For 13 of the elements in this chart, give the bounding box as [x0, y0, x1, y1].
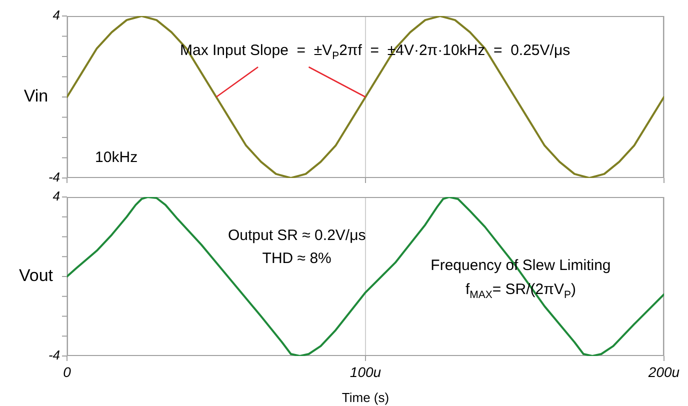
y-tick-label: 4 [52, 8, 60, 23]
x-tick-label: 100u [350, 364, 382, 380]
y-tick-label: 4 [52, 188, 60, 204]
y-axis-title: Vout [18, 266, 54, 286]
annotation: THD ≈ 8% [262, 250, 332, 267]
annotation: 10kHz [95, 149, 138, 166]
x-axis-title: Time (s) [342, 390, 390, 406]
x-tick-label: 0 [63, 364, 72, 380]
y-tick-label: -4 [48, 170, 60, 185]
annotation: Output SR ≈ 0.2V/μs [228, 227, 366, 244]
y-axis-title: Vin [24, 86, 48, 106]
x-tick-label: 200u [647, 364, 680, 380]
y-tick-label: -4 [48, 348, 60, 363]
